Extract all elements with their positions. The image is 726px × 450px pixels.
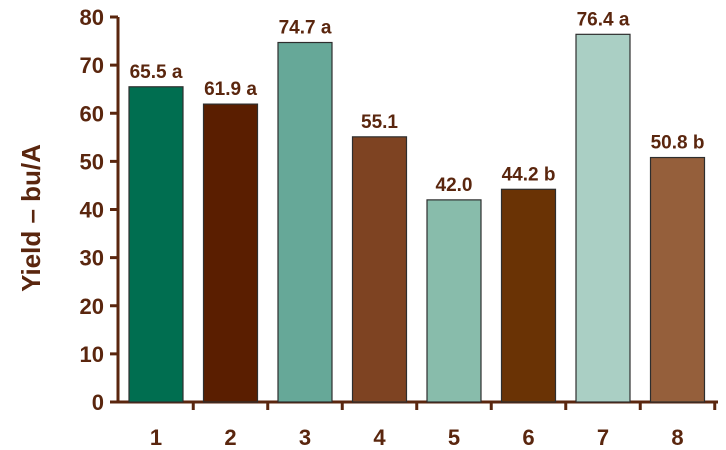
y-tick-label: 20 [80,294,104,319]
x-tick-label: 8 [671,425,683,450]
data-label: 74.7 a [279,18,332,39]
bar [649,156,706,403]
bar [500,188,557,403]
y-tick-label: 0 [92,390,104,415]
bar [277,41,333,403]
bar [128,86,184,403]
y-tick-label: 80 [80,5,104,30]
x-tick-label: 1 [150,425,162,450]
y-tick-label: 10 [80,342,104,367]
y-tick-label: 30 [80,246,104,271]
data-label: 76.4 a [577,9,630,30]
x-tick-label: 6 [522,425,534,450]
data-labels: 65.5 a 61.9 a 74.7 a 55.1 42.0 44.2 b 76.4 a 50… [130,9,705,196]
data-label: 44.2 b [502,164,556,185]
data-label: 50.8 b [651,133,705,154]
bar [351,136,408,403]
data-label: 42.0 [436,175,473,196]
data-label: 65.5 a [130,62,183,83]
data-label: 61.9 a [204,79,257,100]
bar [202,103,259,403]
bar [575,33,631,403]
bar [426,199,482,403]
data-label: 55.1 [361,112,398,133]
x-tick-label: 7 [597,425,609,450]
x-tick-label: 5 [448,425,460,450]
y-tick-label: 70 [80,53,104,78]
x-tick-label: 4 [373,425,386,450]
y-tick-label: 40 [80,198,104,223]
bars [128,33,706,403]
y-axis-label: Yield – bu/A [16,144,46,292]
x-tick-label: 3 [299,425,311,450]
y-tick-label: 50 [80,149,104,174]
x-tick-label: 2 [224,425,236,450]
y-tick-label: 60 [80,101,104,126]
